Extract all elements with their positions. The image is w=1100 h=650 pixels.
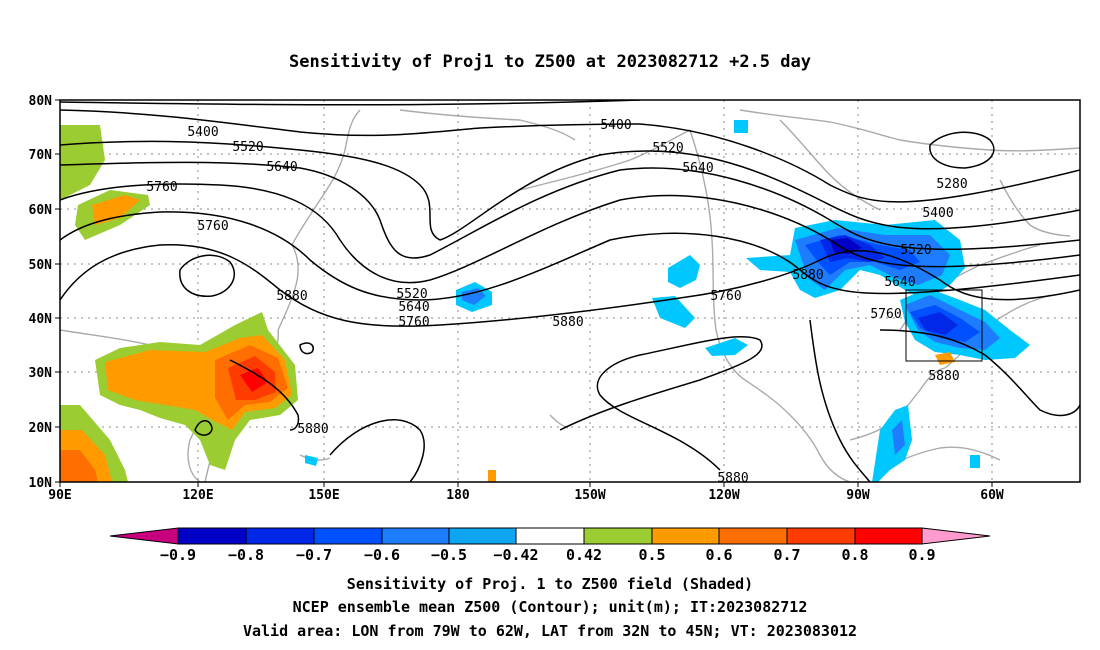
lat-label: 80N	[29, 94, 53, 109]
colorbar-label: −0.9	[160, 546, 196, 564]
sensitivity-shading	[60, 120, 1030, 482]
contour-label: 5760	[870, 307, 901, 322]
lat-label: 20N	[29, 421, 53, 436]
lon-label: 90E	[48, 488, 71, 503]
lat-label: 70N	[29, 148, 53, 163]
caption-line-3: Valid area: LON from 79W to 62W, LAT fro…	[243, 622, 857, 640]
colorbar-swatch	[515, 527, 585, 545]
contour-label: 5400	[600, 118, 631, 133]
colorbar-label: 0.5	[638, 546, 665, 564]
colorbar-label: 0.42	[566, 546, 602, 564]
colorbar: −0.9 −0.8 −0.7 −0.6 −0.5 −0.42 0.42 0.5 …	[109, 527, 991, 564]
lat-label: 10N	[29, 476, 53, 491]
colorbar-label: 0.6	[705, 546, 732, 564]
contour-label: 5520	[900, 243, 931, 258]
contour-label: 5760	[146, 180, 177, 195]
contour-label: 5520	[232, 140, 263, 155]
lon-label: 90W	[846, 488, 870, 503]
contour-label: 5880	[928, 369, 959, 384]
z500-contours	[60, 100, 1080, 482]
lat-label: 50N	[29, 258, 53, 273]
lat-ticks	[55, 99, 60, 483]
contour-label: 5760	[398, 315, 429, 330]
colorbar-high-arrow	[921, 527, 991, 545]
contour-label: 5520	[396, 287, 427, 302]
lon-label: 180	[446, 488, 470, 503]
map-frame	[59, 99, 1081, 483]
contour-label: 5880	[792, 268, 823, 283]
colorbar-swatch	[448, 527, 517, 545]
colorbar-swatch	[177, 527, 247, 545]
lat-label: 40N	[29, 312, 53, 327]
contour-label: 5280	[936, 177, 967, 192]
lon-label: 150E	[308, 488, 339, 503]
colorbar-label: −0.6	[364, 546, 400, 564]
contour-labels: 5400 5520 5640 5760 5760 5880 5520 5640 …	[146, 118, 967, 486]
contour-label: 5760	[197, 219, 228, 234]
lon-label: 150W	[574, 488, 605, 503]
lat-labels: 80N 70N 60N 50N 40N 30N 20N 10N	[29, 94, 53, 491]
contour-label: 5760	[710, 289, 741, 304]
colorbar-label: −0.42	[493, 546, 538, 564]
contour-label: 5880	[297, 422, 328, 437]
colorbar-swatch	[786, 527, 856, 545]
contour-label: 5880	[276, 289, 307, 304]
contour-label: 5520	[652, 141, 683, 156]
colorbar-swatch	[854, 527, 923, 545]
lon-label: 60W	[980, 488, 1004, 503]
colorbar-low-arrow	[109, 527, 179, 545]
lon-ticks	[59, 482, 993, 487]
colorbar-label: −0.5	[431, 546, 467, 564]
colorbar-label: 0.9	[908, 546, 935, 564]
colorbar-label: 0.8	[841, 546, 868, 564]
lat-label: 30N	[29, 366, 53, 381]
colorbar-label: −0.7	[296, 546, 332, 564]
contour-label: 5640	[884, 275, 915, 290]
colorbar-swatch	[583, 527, 653, 545]
lon-labels: 90E 120E 150E 180 150W 120W 90W 60W	[48, 488, 1004, 503]
contour-label: 5400	[187, 125, 218, 140]
contour-label: 5880	[717, 471, 748, 486]
colorbar-swatch	[718, 527, 788, 545]
lat-label: 60N	[29, 203, 53, 218]
colorbar-swatch	[651, 527, 720, 545]
lon-label: 120W	[708, 488, 739, 503]
caption-line-2: NCEP ensemble mean Z500 (Contour); unit(…	[293, 598, 808, 616]
contour-label: 5400	[922, 206, 953, 221]
contour-label: 5640	[266, 160, 297, 175]
colorbar-label: −0.8	[228, 546, 264, 564]
contour-label: 5640	[682, 161, 713, 176]
colorbar-swatch	[313, 527, 383, 545]
colorbar-label: 0.7	[773, 546, 800, 564]
colorbar-swatch	[245, 527, 315, 545]
caption: Sensitivity of Proj. 1 to Z500 field (Sh…	[243, 575, 857, 640]
contour-label: 5640	[398, 300, 429, 315]
valid-area-box	[905, 289, 983, 362]
negative-region-west-coast	[668, 255, 700, 288]
lon-label: 120E	[182, 488, 213, 503]
colorbar-swatch	[381, 527, 450, 545]
caption-line-1: Sensitivity of Proj. 1 to Z500 field (Sh…	[347, 575, 753, 593]
contour-label: 5880	[552, 315, 583, 330]
map-panel: 5400 5520 5640 5760 5760 5880 5520 5640 …	[60, 100, 1080, 486]
figure-title: Sensitivity of Proj1 to Z500 at 20230827…	[289, 52, 811, 72]
